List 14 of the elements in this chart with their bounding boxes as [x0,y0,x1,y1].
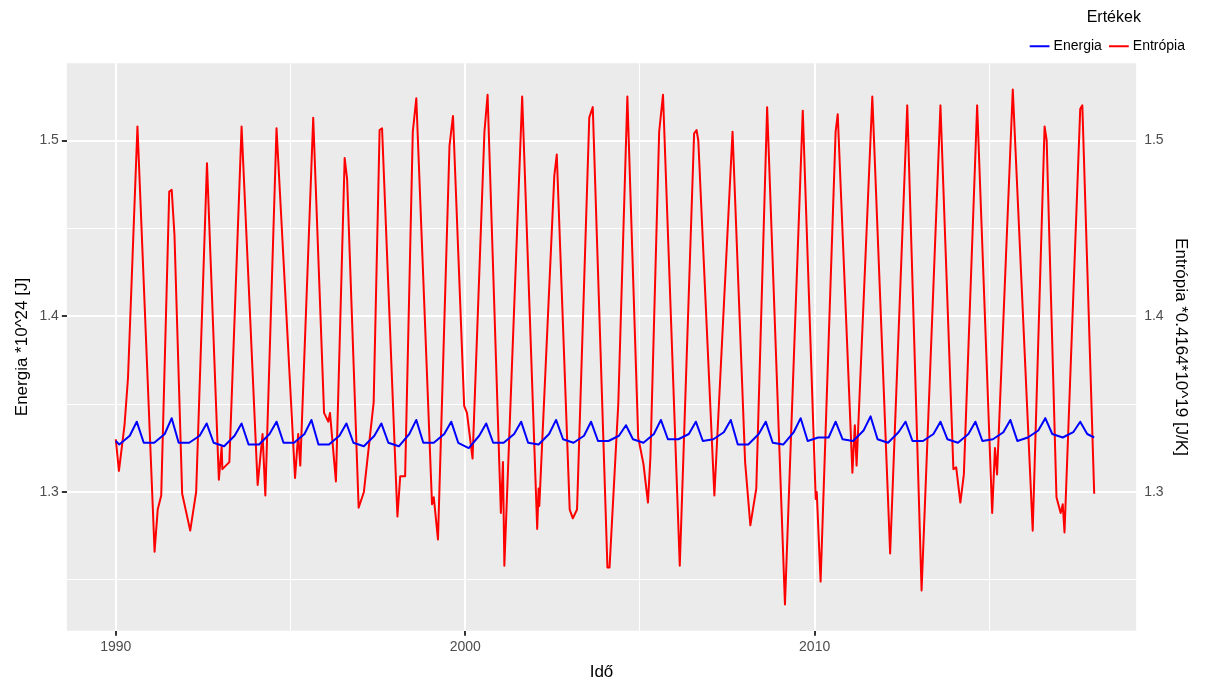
legend-label: Energia [1053,37,1103,54]
x-axis-title: Idő [589,662,614,682]
x-tick-label: 1990 [100,638,132,655]
y-tick-label: 1.3 [39,482,60,499]
y2-tick-label: 1.3 [1144,482,1164,499]
y-tick-label: 1.5 [39,131,60,148]
y-axis-title: Energia *10^24 [J] [11,277,31,417]
x-tick-label: 2010 [799,638,831,655]
y2-tick-label: 1.4 [1144,307,1164,324]
legend-label: Entrópia [1132,37,1186,54]
y2-tick-label: 1.5 [1144,131,1164,148]
y-tick-label: 1.4 [39,307,60,324]
x-tick-label: 2000 [449,638,481,655]
y2-axis-title: Entrópia *0.4164*10^19 [J/K] [1172,238,1192,456]
